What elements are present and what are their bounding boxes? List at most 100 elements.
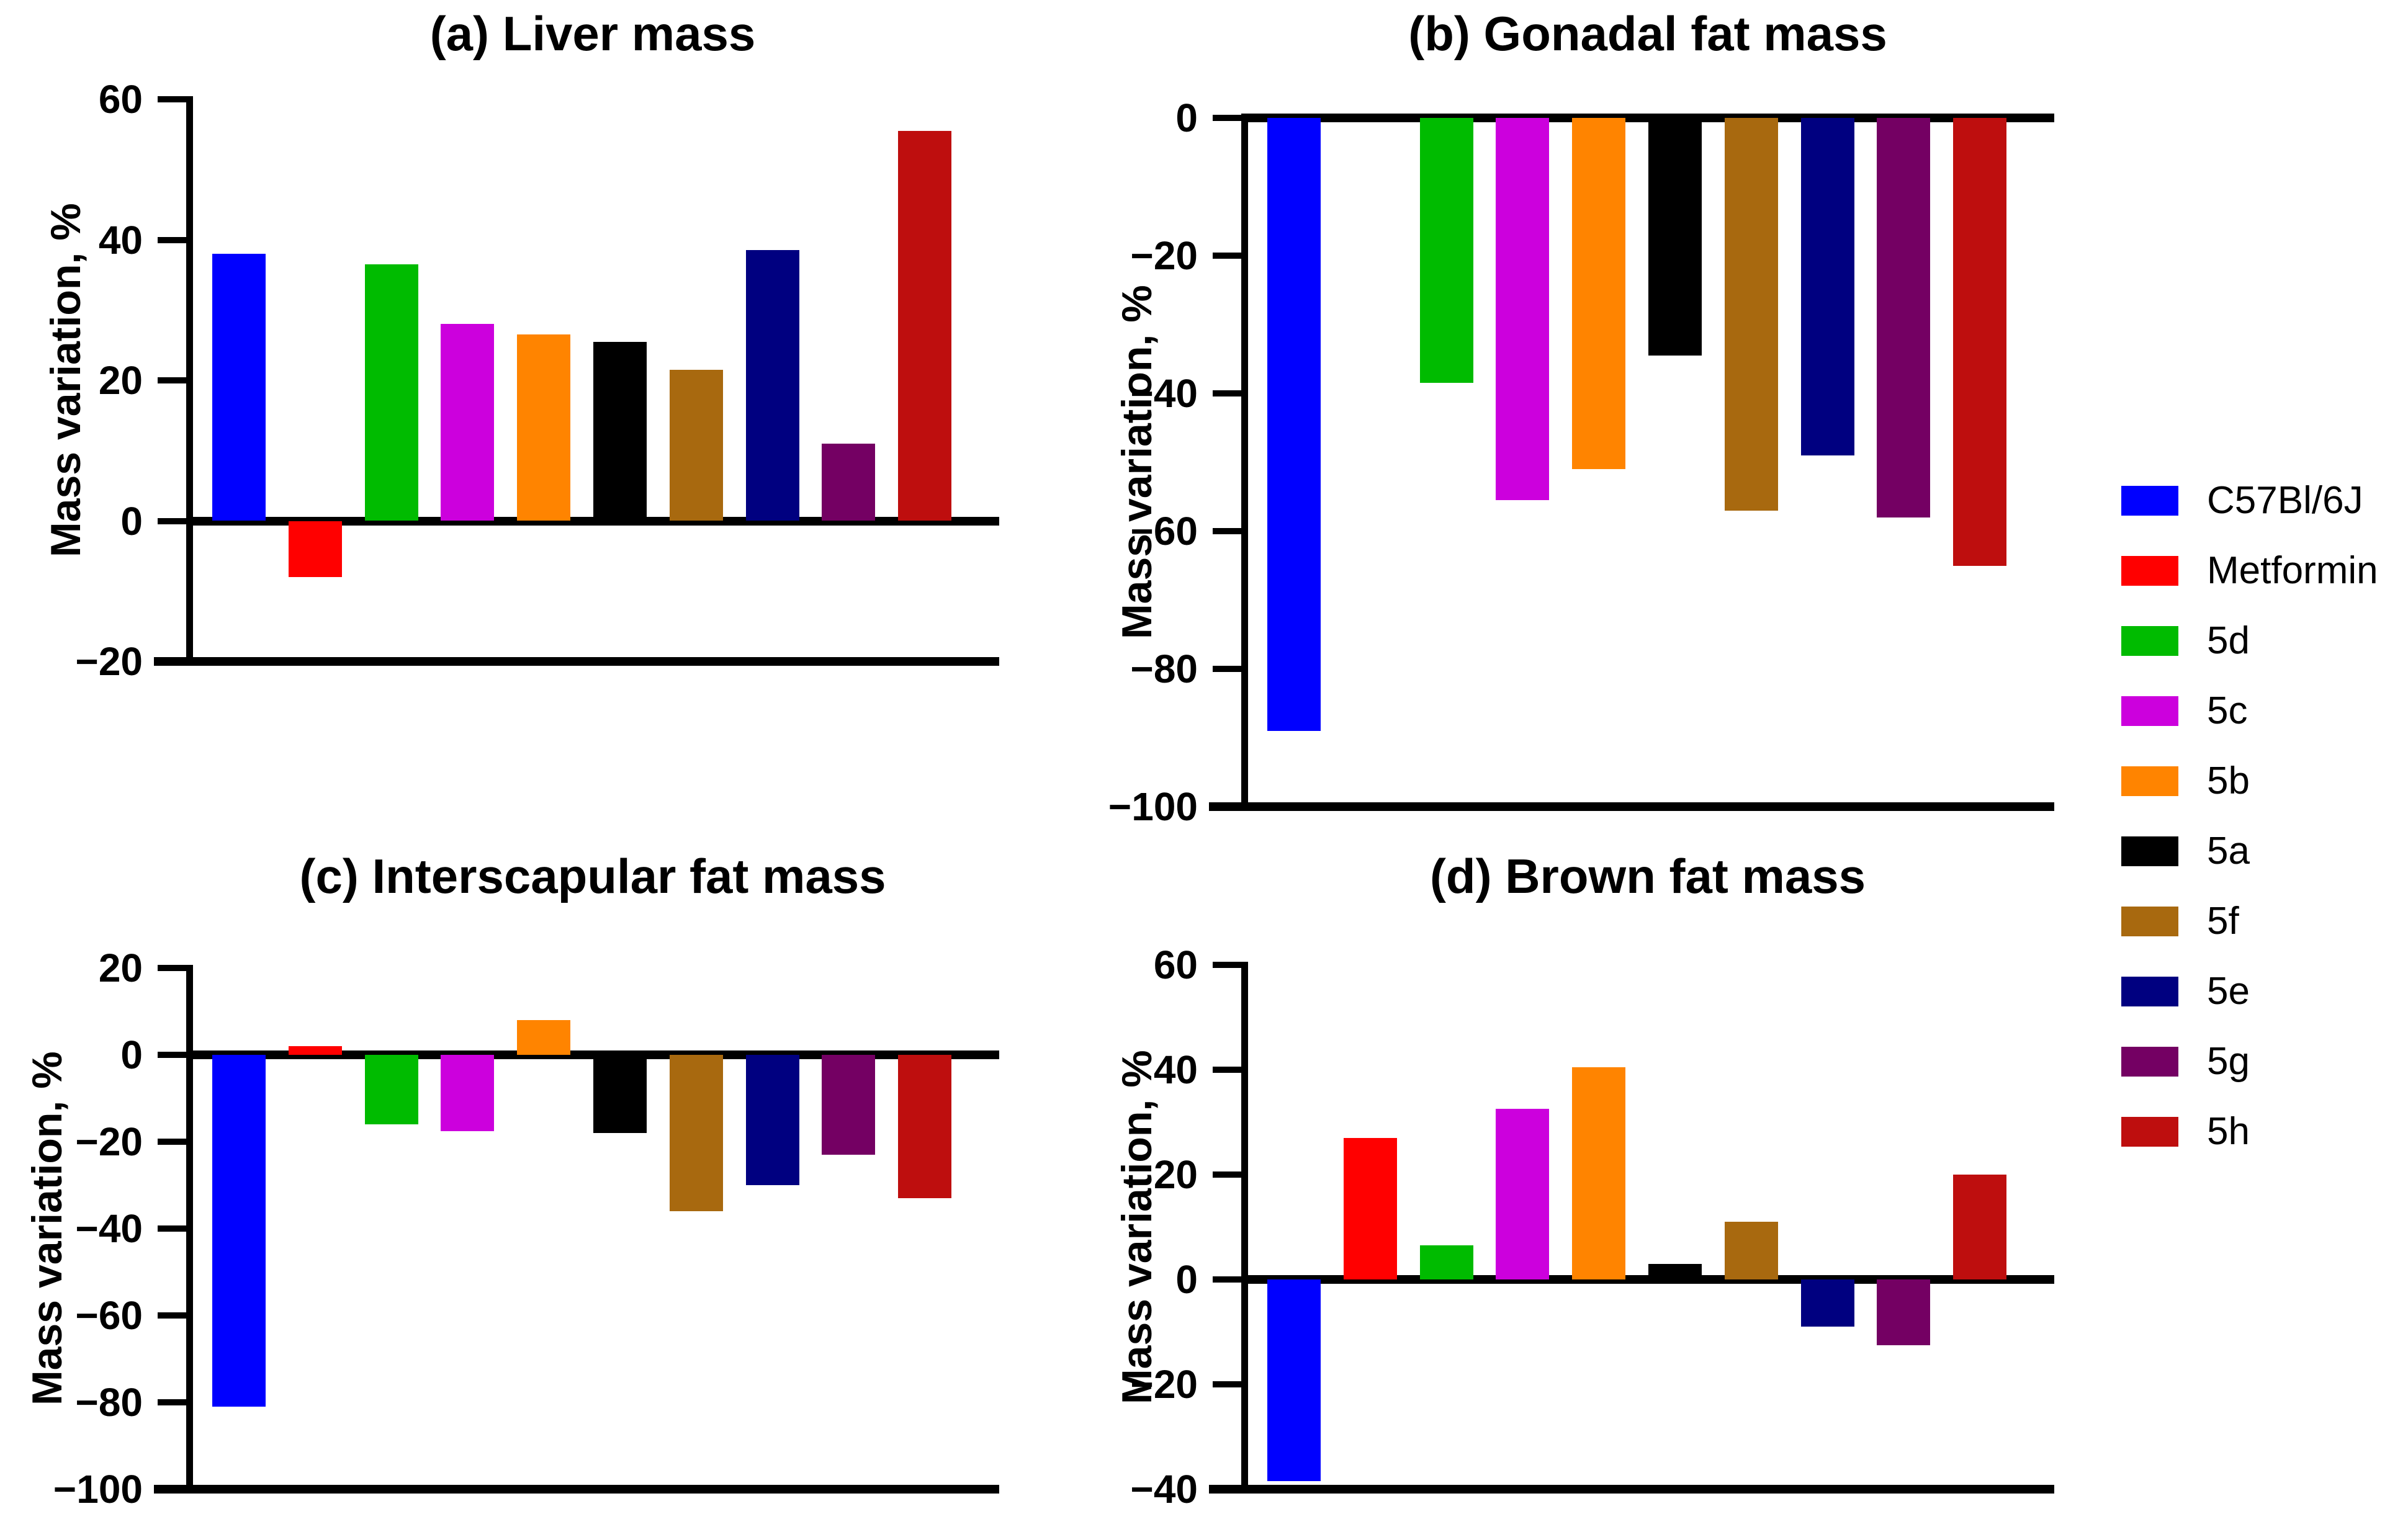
y-axis-spine xyxy=(1241,118,1248,807)
y-tick xyxy=(1213,962,1248,968)
legend-color-swatch xyxy=(2121,836,2178,866)
legend-color-swatch xyxy=(2121,907,2178,936)
y-tick xyxy=(1213,1067,1248,1073)
panel-title: (d) Brown fat mass xyxy=(1429,849,1866,903)
y-tick xyxy=(158,965,193,971)
legend-item-5d: 5d xyxy=(2121,622,2408,660)
bar-5c xyxy=(1496,118,1550,501)
bar-5h xyxy=(1953,1175,2007,1279)
y-tick xyxy=(1213,115,1248,121)
y-tick-label: 60 xyxy=(1153,943,1198,987)
panel-interscapular-fat-mass: (c) Interscapular fat mass Mass variatio… xyxy=(0,757,1055,1514)
bar-c57bl-6j xyxy=(1267,1279,1321,1482)
y-tick xyxy=(158,96,193,102)
y-tick-label: −20 xyxy=(1130,233,1198,278)
legend-item-5c: 5c xyxy=(2121,692,2408,730)
bar-5h xyxy=(898,130,952,521)
y-tick xyxy=(1213,253,1248,259)
bar-5f xyxy=(1724,1222,1778,1279)
y-tick-label: 0 xyxy=(1175,96,1198,140)
panel-liver-mass: (a) Liver mass Mass variation, % 60 40 20 0… xyxy=(0,0,1055,757)
legend-color-swatch xyxy=(2121,1047,2178,1077)
y-tick xyxy=(158,377,193,383)
legend-item-5e: 5e xyxy=(2121,972,2408,1011)
y-tick-label: 20 xyxy=(98,946,143,990)
y-tick xyxy=(1213,804,1248,810)
y-tick xyxy=(1213,1381,1248,1387)
bar-c57bl-6j xyxy=(212,254,266,521)
bar-5a xyxy=(1648,118,1702,356)
bar-5g xyxy=(1877,118,1931,517)
y-tick xyxy=(1213,1486,1248,1492)
bar-metformin xyxy=(1343,1137,1397,1279)
y-tick-label: 0 xyxy=(1175,1257,1198,1302)
bar-metformin xyxy=(288,1046,342,1055)
plot-area: 60 40 20 0 −20 xyxy=(0,0,1055,757)
legend-color-swatch xyxy=(2121,486,2178,516)
legend-item-5f: 5f xyxy=(2121,902,2408,941)
y-tick-label: 60 xyxy=(98,77,143,122)
bar-5e xyxy=(1800,118,1854,455)
bar-5f xyxy=(669,1055,723,1211)
legend-label: 5c xyxy=(2207,689,2248,732)
y-tick-label: −40 xyxy=(1130,1467,1198,1512)
y-tick xyxy=(158,517,193,524)
y-tick xyxy=(1213,528,1248,534)
bar-5f xyxy=(669,370,723,521)
bar-5f xyxy=(1724,118,1778,511)
bar-5b xyxy=(1572,118,1626,470)
legend-item-5a: 5a xyxy=(2121,832,2408,871)
bar-5d xyxy=(1419,1245,1473,1279)
bar-5b xyxy=(517,1020,571,1055)
bar-5e xyxy=(1800,1279,1854,1327)
plot-area: 0 −20 −40 −60 −80 −100 xyxy=(1074,0,2098,826)
panel-gonadal-fat-mass: (b) Gonadal fat mass Mass variation, % 0… xyxy=(1074,0,2098,826)
panel-brown-fat-mass: (d) Brown fat mass Mass variation, % 60 4… xyxy=(1074,757,2098,1514)
y-tick-label: −20 xyxy=(75,1119,143,1164)
legend-color-swatch xyxy=(2121,1117,2178,1147)
y-tick-label: 0 xyxy=(120,498,143,544)
y-axis-spine xyxy=(1241,965,1248,1489)
y-tick-label: −100 xyxy=(1108,784,1198,829)
bar-5g xyxy=(822,1055,876,1155)
y-tick xyxy=(158,1312,193,1319)
y-tick-label: −80 xyxy=(1130,647,1198,691)
y-tick xyxy=(1213,1276,1248,1283)
legend-color-swatch xyxy=(2121,626,2178,656)
bar-c57bl-6j xyxy=(212,1055,266,1407)
y-tick xyxy=(158,1052,193,1058)
y-tick-label: 20 xyxy=(98,358,143,403)
panel-title: (a) Liver mass xyxy=(429,6,756,61)
y-tick-label: 40 xyxy=(1153,1047,1198,1092)
y-tick-label: 0 xyxy=(120,1032,143,1077)
legend-item-metformin: Metformin xyxy=(2121,552,2408,590)
bar-5a xyxy=(593,1055,647,1133)
bar-5c xyxy=(441,324,495,521)
bar-5d xyxy=(1419,118,1473,383)
plot-area: 20 0 −20 −40 −60 −80 −100 xyxy=(0,757,1055,1514)
legend-item-5g: 5g xyxy=(2121,1042,2408,1081)
legend-color-swatch xyxy=(2121,696,2178,726)
y-tick-label: −60 xyxy=(75,1293,143,1338)
legend-item-5h: 5h xyxy=(2121,1113,2408,1151)
bar-5a xyxy=(1648,1263,1702,1279)
bar-c57bl-6j xyxy=(1267,118,1321,731)
y-tick-label: −40 xyxy=(1130,371,1198,416)
bar-metformin xyxy=(288,521,342,578)
legend-item-5b: 5b xyxy=(2121,762,2408,800)
legend-color-swatch xyxy=(2121,977,2178,1006)
y-tick-label: 20 xyxy=(1153,1152,1198,1197)
y-tick-label: −100 xyxy=(53,1467,143,1512)
plot-area: 60 40 20 0 −20 −40 xyxy=(1074,757,2098,1514)
y-tick xyxy=(158,658,193,665)
y-tick xyxy=(158,1486,193,1492)
legend-label: 5b xyxy=(2207,759,2250,802)
legend-label: 5g xyxy=(2207,1040,2250,1083)
bar-5e xyxy=(745,250,799,521)
legend-label: 5h xyxy=(2207,1110,2250,1153)
zero-baseline xyxy=(1241,114,2054,122)
y-tick xyxy=(158,236,193,243)
bar-5g xyxy=(822,443,876,521)
y-tick-label: −20 xyxy=(1130,1362,1198,1407)
